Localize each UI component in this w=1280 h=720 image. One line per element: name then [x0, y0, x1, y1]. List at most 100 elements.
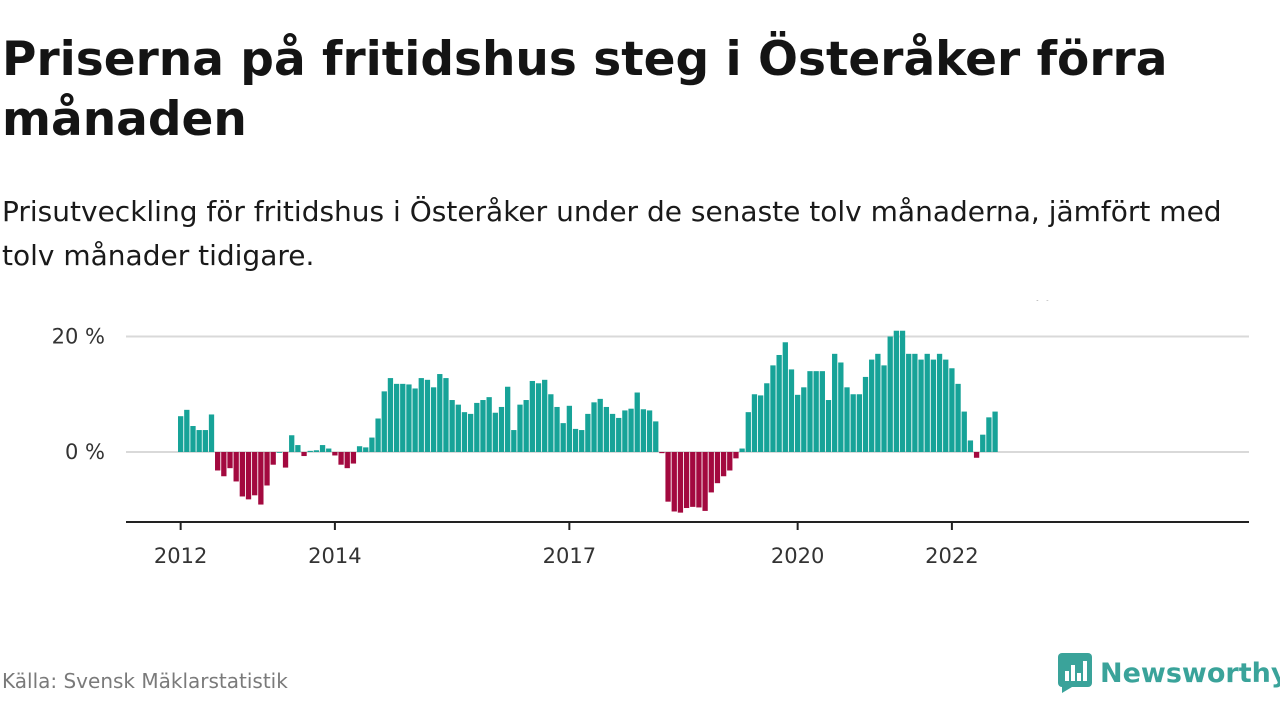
- bar: [745, 412, 751, 452]
- bar: [381, 391, 387, 452]
- bar: [949, 368, 955, 452]
- bar: [992, 411, 998, 452]
- bar: [757, 395, 764, 452]
- y-tick-label: 0 %: [65, 440, 105, 464]
- bar: [770, 365, 776, 452]
- bar: [838, 362, 844, 452]
- bar: [455, 404, 461, 452]
- bar: [727, 452, 733, 471]
- bar: [418, 378, 424, 452]
- x-tick-label: 2012: [154, 544, 207, 568]
- bar: [943, 359, 949, 452]
- bar: [782, 342, 788, 452]
- bar: [733, 452, 739, 459]
- bar: [233, 452, 239, 482]
- bar: [714, 452, 721, 484]
- bar: [523, 400, 529, 452]
- brand-name: Newsworthy: [1100, 657, 1280, 689]
- bar: [869, 359, 875, 452]
- bar: [850, 394, 856, 452]
- bar: [276, 452, 283, 453]
- bar: [307, 450, 313, 452]
- bar: [683, 452, 690, 509]
- bar: [517, 404, 523, 452]
- newsworthy-logo-icon: [1058, 653, 1092, 693]
- bar: [702, 452, 708, 511]
- bar: [350, 452, 357, 464]
- bar: [912, 353, 918, 452]
- bar: [825, 400, 832, 452]
- bar: [788, 369, 795, 452]
- bar: [844, 387, 850, 452]
- bar: [505, 386, 511, 452]
- bar: [412, 388, 418, 452]
- bar: [616, 417, 622, 452]
- bar: [443, 378, 449, 452]
- bar: [875, 353, 881, 452]
- bar: [270, 452, 276, 465]
- bar: [930, 359, 937, 452]
- x-tick-label: 2017: [543, 544, 596, 568]
- bar: [363, 447, 369, 452]
- bar: [924, 353, 930, 452]
- x-tick-label: 2020: [771, 544, 824, 568]
- bar: [282, 452, 289, 468]
- bar: [467, 413, 474, 452]
- bar: [319, 445, 326, 452]
- bar: [566, 405, 573, 452]
- bar: [461, 412, 468, 452]
- bar: [899, 330, 906, 452]
- bar: [486, 397, 492, 452]
- bar: [980, 434, 986, 452]
- bar: [801, 387, 807, 452]
- bar: [474, 402, 480, 452]
- bar: [326, 448, 332, 452]
- bars: [178, 330, 998, 513]
- bar: [301, 452, 307, 457]
- bar: [542, 379, 548, 452]
- bar: [356, 446, 363, 452]
- bar: [887, 336, 893, 452]
- bar: [696, 452, 702, 508]
- bar: [178, 416, 184, 452]
- bar: [665, 452, 671, 502]
- bar: [264, 452, 270, 486]
- bar: [967, 440, 974, 452]
- bar: [881, 365, 887, 452]
- x-tick-label: 2014: [308, 544, 361, 568]
- bar: [227, 452, 233, 469]
- bar: [795, 394, 801, 452]
- bar: [646, 410, 653, 452]
- bar: [690, 452, 696, 507]
- bar: [813, 371, 819, 452]
- bar: [597, 398, 603, 452]
- bar: [918, 359, 924, 452]
- tick-labels: 0 % 20 % 2012 2014 2017 2020 2022 7 %: [52, 300, 1052, 568]
- bar: [751, 394, 758, 452]
- bar: [554, 406, 560, 452]
- bar: [295, 445, 301, 452]
- bar: [579, 430, 585, 452]
- bar: [708, 452, 714, 493]
- bar: [628, 408, 634, 452]
- bar: [776, 354, 782, 452]
- bar: [406, 384, 412, 452]
- bar: [603, 406, 610, 452]
- source-note: Källa: Svensk Mäklarstatistik: [2, 669, 288, 693]
- bar: [622, 410, 628, 452]
- bar: [720, 452, 727, 477]
- brand-logo[interactable]: Newsworthy: [1058, 652, 1280, 694]
- bar: [906, 353, 912, 452]
- bar: [393, 383, 400, 452]
- bar: [856, 394, 862, 452]
- chart-subtitle: Prisutveckling för fritidshus i Österåke…: [2, 195, 1222, 272]
- bar: [202, 430, 208, 452]
- bar: [807, 371, 813, 452]
- bar: [819, 371, 825, 452]
- bar: [634, 392, 640, 452]
- bar: [480, 400, 486, 452]
- bar: [332, 452, 338, 456]
- bar: [369, 437, 375, 452]
- bar: [190, 426, 196, 452]
- bar: [221, 452, 227, 477]
